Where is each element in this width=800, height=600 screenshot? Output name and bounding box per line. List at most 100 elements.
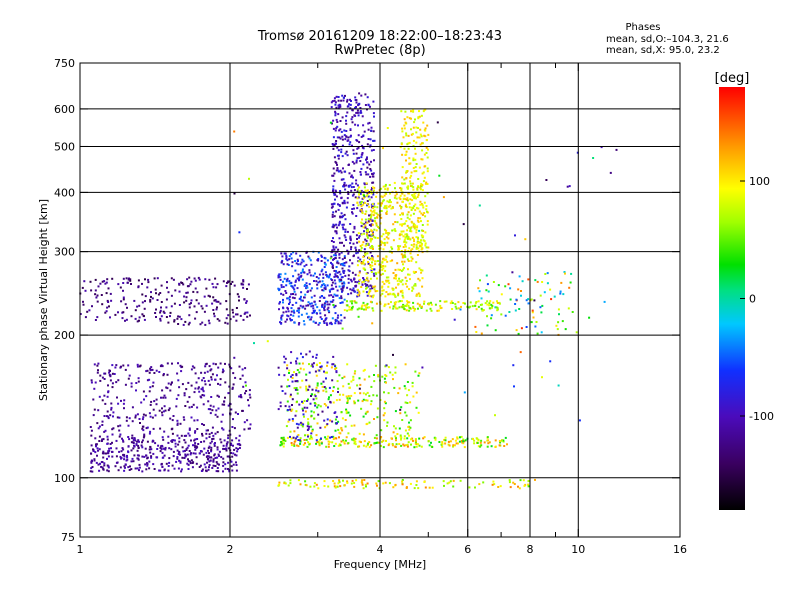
data-point <box>486 445 489 448</box>
data-point <box>318 280 321 283</box>
data-point <box>371 223 374 226</box>
data-point <box>354 280 357 283</box>
data-point <box>295 362 298 365</box>
data-point <box>397 245 400 248</box>
data-point <box>150 455 153 458</box>
data-point <box>284 357 287 360</box>
data-point <box>231 469 234 472</box>
data-point <box>100 294 103 296</box>
data-point <box>187 323 190 326</box>
data-point <box>131 457 134 460</box>
data-point <box>117 311 119 314</box>
data-point <box>366 242 369 245</box>
data-point <box>296 357 299 360</box>
data-point <box>367 256 370 259</box>
data-point <box>249 423 252 426</box>
data-point <box>94 319 97 321</box>
data-point <box>92 414 95 417</box>
data-point <box>429 307 432 310</box>
data-point <box>351 479 354 482</box>
data-point <box>209 295 211 298</box>
data-point <box>122 448 125 451</box>
data-point <box>508 311 511 313</box>
data-point <box>296 435 299 438</box>
data-point <box>160 448 163 451</box>
data-point <box>333 279 336 282</box>
data-point <box>324 288 327 291</box>
data-point <box>277 287 280 290</box>
data-point <box>205 451 208 454</box>
data-point <box>373 189 375 192</box>
data-point <box>103 378 106 380</box>
data-point <box>332 136 335 139</box>
data-point <box>527 485 530 488</box>
data-point <box>333 485 336 488</box>
data-point <box>384 183 387 186</box>
data-point <box>238 395 241 398</box>
data-point <box>197 276 200 279</box>
data-point <box>170 383 172 386</box>
data-point <box>318 362 321 364</box>
data-point <box>313 311 315 314</box>
data-point <box>410 133 413 136</box>
data-point <box>488 302 491 305</box>
data-point <box>282 285 285 288</box>
data-point <box>166 362 169 365</box>
data-point <box>324 286 327 289</box>
data-point <box>408 157 411 160</box>
data-point <box>346 230 349 233</box>
data-point <box>403 147 406 150</box>
data-point <box>231 308 234 311</box>
data-point <box>203 295 206 298</box>
data-point <box>344 274 347 277</box>
data-point <box>343 213 346 216</box>
data-point <box>361 400 364 403</box>
data-point <box>340 148 343 151</box>
data-point <box>472 438 474 440</box>
data-point <box>323 296 326 299</box>
data-point <box>288 258 291 261</box>
data-point <box>245 384 247 387</box>
data-point <box>403 240 406 243</box>
data-point <box>409 227 412 230</box>
data-point <box>374 364 377 367</box>
data-point <box>126 454 128 457</box>
data-point <box>150 448 153 451</box>
data-point <box>221 403 224 406</box>
data-point <box>202 424 205 426</box>
data-point <box>350 174 353 177</box>
data-point <box>336 485 339 488</box>
data-point <box>398 277 401 280</box>
data-point <box>174 445 177 448</box>
data-point <box>332 266 334 269</box>
data-point <box>357 124 359 127</box>
data-point <box>291 285 294 288</box>
x-tick-label: 16 <box>673 543 687 556</box>
data-point <box>331 281 334 284</box>
data-point <box>375 229 378 232</box>
data-point <box>335 266 338 268</box>
data-point <box>425 146 428 149</box>
data-point <box>316 406 319 409</box>
data-point <box>349 300 352 303</box>
data-point <box>331 379 334 382</box>
data-point <box>477 287 480 290</box>
data-point <box>473 442 476 445</box>
data-point <box>415 294 418 297</box>
data-point <box>309 259 312 262</box>
data-point <box>463 440 466 443</box>
data-point <box>480 307 483 310</box>
data-point <box>407 192 410 195</box>
data-point <box>338 136 341 139</box>
data-point <box>342 228 345 231</box>
data-point <box>347 269 350 272</box>
data-point <box>94 289 97 292</box>
data-point <box>352 152 355 155</box>
data-point <box>515 329 518 332</box>
data-point <box>373 268 376 271</box>
data-point <box>124 383 127 386</box>
data-point <box>402 303 405 306</box>
data-point <box>295 301 298 304</box>
data-point <box>345 184 348 187</box>
data-point <box>402 306 405 309</box>
